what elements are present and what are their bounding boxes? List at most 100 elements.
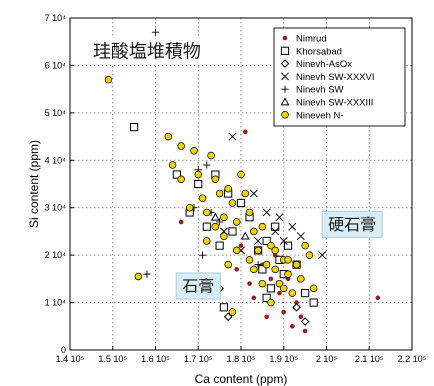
data-point (249, 189, 258, 198)
data-point (143, 270, 151, 278)
data-point (275, 279, 284, 288)
data-point (375, 295, 381, 301)
data-point (190, 147, 198, 155)
data-point (301, 288, 310, 298)
y-tick-label: 6 10⁴ (45, 60, 67, 70)
data-point (279, 236, 288, 245)
data-point (223, 312, 233, 322)
data-point (305, 251, 314, 259)
data-point (203, 161, 211, 169)
data-point (228, 227, 237, 236)
data-point (185, 203, 194, 212)
legend-marker (280, 46, 290, 55)
data-point (245, 208, 254, 217)
y-tick-label: 7 10⁴ (45, 13, 67, 23)
x-tick-label: 2.2 10⁵ (398, 354, 427, 364)
x-axis-title: Ca content (ppm) (195, 372, 288, 386)
y-tick-label: 4 10⁴ (45, 155, 67, 165)
data-point (267, 298, 275, 307)
legend-label: Ninevh SW-XXXVI (296, 72, 375, 83)
data-point (232, 218, 241, 226)
data-point (177, 175, 185, 184)
data-point (178, 219, 184, 225)
data-point (164, 132, 173, 141)
data-point (309, 284, 318, 293)
x-tick-label: 1.8 10⁵ (227, 354, 256, 364)
legend-label: Ninevh-AsOx (296, 59, 352, 70)
data-point (104, 75, 113, 84)
data-point (283, 241, 293, 250)
x-tick-label: 1.5 10⁵ (98, 354, 127, 364)
x-tick-label: 1.7 10⁵ (184, 354, 213, 364)
data-point (288, 222, 297, 231)
data-point (172, 170, 181, 179)
legend-box (273, 27, 406, 127)
data-point (151, 28, 160, 36)
data-point (271, 227, 280, 236)
data-point (262, 236, 271, 246)
data-point (224, 260, 232, 269)
data-point (262, 293, 271, 302)
data-point (318, 251, 327, 260)
x-tick-label: 1.4 10⁵ (56, 354, 85, 364)
data-point (251, 295, 257, 301)
data-point (271, 246, 279, 255)
data-point (297, 275, 305, 283)
data-point (280, 284, 288, 293)
data-point (258, 222, 267, 231)
annotation-box (175, 272, 221, 300)
data-point (302, 328, 308, 334)
axis-ticks: 1.4 10⁵ 1.5 10⁵ 1.6 10⁵ 1.7 10⁵ 1.8 10⁵ 1.9 1… (45, 13, 427, 364)
data-point (224, 184, 232, 193)
y-tick-label: 2 10⁴ (45, 250, 67, 260)
data-point (292, 303, 301, 312)
legend-label: Ninevh SW (296, 85, 344, 96)
data-point (216, 218, 224, 226)
data-point (250, 265, 258, 274)
data-point (271, 222, 280, 231)
data-point (134, 272, 143, 281)
data-point (258, 279, 267, 288)
x-tick-label: 2.1 10⁵ (355, 354, 384, 364)
annotation-label: 硬石膏 (328, 215, 376, 234)
x-tick-label: 2 10⁵ (316, 354, 338, 364)
data-point (203, 237, 211, 245)
data-point (238, 243, 244, 248)
data-point (228, 132, 237, 141)
data-point (219, 303, 229, 312)
data-point (258, 265, 267, 274)
data-point (232, 246, 241, 255)
legend-marker (281, 72, 289, 81)
data-point (292, 260, 301, 269)
data-point (288, 289, 297, 297)
data-point (220, 232, 228, 240)
data-point (177, 142, 185, 150)
annotation-box (86, 38, 207, 65)
data-point (236, 198, 246, 208)
data-point (262, 208, 271, 217)
data-point (275, 213, 284, 222)
data-point (309, 298, 318, 307)
data-point (254, 236, 263, 245)
data-point (266, 284, 276, 293)
y-tick-label: 0 (61, 345, 66, 355)
data-point (130, 122, 139, 132)
data-point (254, 261, 262, 269)
legend-marker (282, 35, 288, 41)
x-tick-label: 1.6 10⁵ (141, 354, 170, 364)
data-point (245, 256, 254, 264)
data-point (198, 251, 207, 259)
legend-label: Nineveh N- (296, 110, 344, 121)
data-point (284, 270, 292, 278)
data-points (100, 28, 381, 334)
data-point (271, 265, 279, 274)
data-point (202, 222, 211, 231)
data-point (277, 290, 282, 296)
data-point (194, 179, 203, 189)
data-point (298, 314, 304, 320)
y-tick-label: 1 10⁴ (45, 298, 67, 308)
annotation-box (321, 210, 383, 238)
data-point (241, 189, 250, 198)
